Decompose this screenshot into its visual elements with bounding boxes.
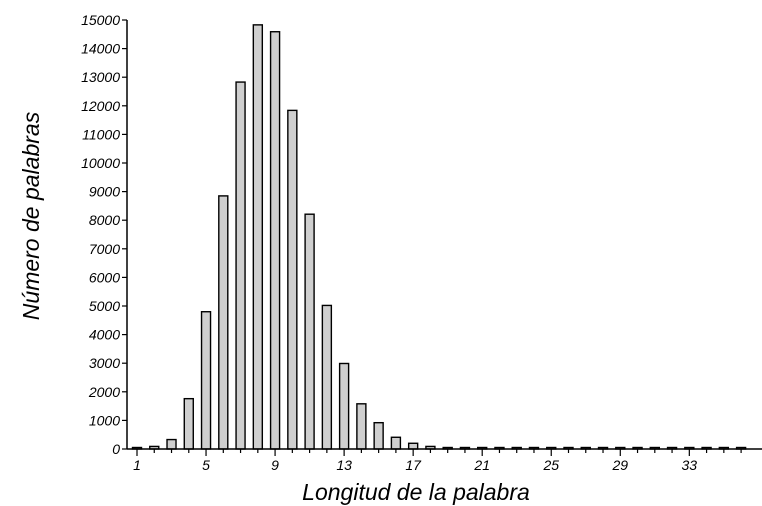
x-tick-label-25: 25	[542, 457, 559, 473]
y-tick-label-6000: 6000	[89, 269, 120, 285]
x-axis-title: Longitud de la palabra	[302, 479, 530, 505]
x-tick-label-1: 1	[133, 457, 141, 473]
x-tick-label-17: 17	[405, 457, 422, 473]
y-tick-label-13000: 13000	[81, 69, 120, 85]
y-tick-label-2000: 2000	[88, 384, 120, 400]
y-tick-label-8000: 8000	[89, 212, 120, 228]
y-tick-label-15000: 15000	[81, 12, 120, 28]
y-axis-title: Número de palabras	[18, 111, 44, 320]
x-axis-ticks: 1 5 9 13 17 21 25 29 33	[133, 449, 742, 473]
bar-len-11	[304, 213, 315, 450]
y-tick-label-14000: 14000	[81, 41, 120, 57]
bar-len-8	[252, 24, 264, 450]
bar-len-14	[356, 403, 367, 450]
x-tick-label-29: 29	[611, 457, 628, 473]
y-tick-label-9000: 9000	[89, 184, 120, 200]
y-axis-ticks: 0 1000 2000 3000 4000 5000 6000 7000 8000 9000 100…	[81, 12, 127, 457]
y-tick-label-4000: 4000	[89, 327, 120, 343]
bar-len-15	[373, 421, 384, 450]
bar-len-17	[407, 442, 419, 450]
y-tick-label-1000: 1000	[89, 412, 120, 428]
x-tick-label-5: 5	[202, 457, 210, 473]
bar-len-7	[235, 81, 246, 450]
y-tick-label-7000: 7000	[89, 241, 120, 257]
y-tick-label-3000: 3000	[89, 355, 120, 371]
y-tick-label-11000: 11000	[82, 126, 120, 142]
bar-len-6	[218, 195, 229, 450]
x-tick-label-9: 9	[271, 457, 279, 473]
bar-len-13	[338, 362, 350, 450]
bar-len-3	[166, 438, 177, 450]
y-tick-label-10000: 10000	[81, 155, 120, 171]
x-tick-label-21: 21	[473, 457, 490, 473]
bar-len-10	[287, 109, 298, 450]
x-tick-label-13: 13	[336, 457, 352, 473]
y-tick-label-0: 0	[112, 441, 120, 457]
bar-len-9	[269, 31, 281, 450]
bar-len-5	[200, 311, 212, 450]
x-tick-label-33: 33	[682, 457, 698, 473]
bar-len-4	[183, 397, 194, 450]
bar-len-16	[390, 436, 402, 450]
y-tick-label-12000: 12000	[81, 98, 120, 114]
bar-group	[131, 24, 747, 450]
bar-len-12	[321, 304, 333, 450]
y-tick-label-5000: 5000	[89, 298, 120, 314]
